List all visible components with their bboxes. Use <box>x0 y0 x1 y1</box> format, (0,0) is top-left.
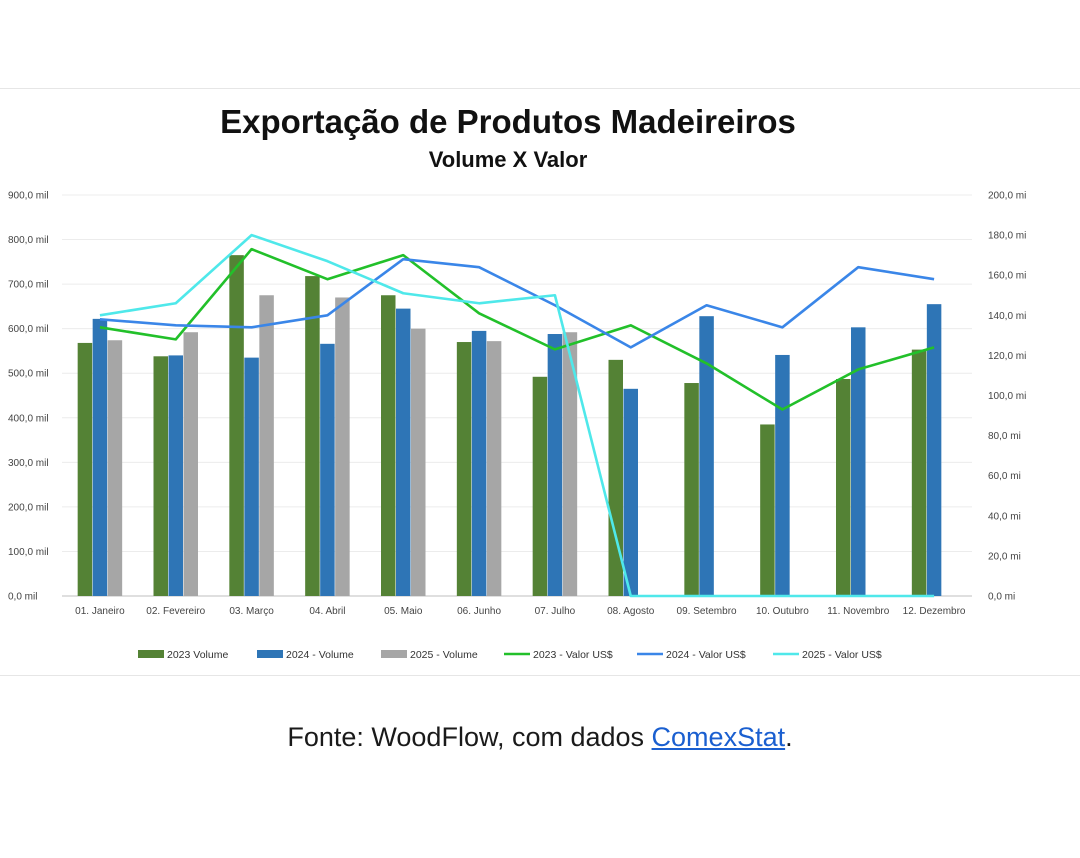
bar-2024-volume <box>92 318 108 596</box>
y-left-tick-label: 600,0 mil <box>8 324 49 335</box>
x-tick-label: 11. Novembro <box>827 606 890 617</box>
bar-2024-volume <box>244 357 259 596</box>
bar-2024-volume <box>547 334 563 596</box>
bar-2023-volume <box>77 342 93 596</box>
bar-2024-volume <box>168 355 183 596</box>
bar-2025-volume <box>183 332 198 596</box>
y-right-tick-label: 80,0 mi <box>988 431 1021 442</box>
bar-2023-volume <box>153 356 168 596</box>
x-tick-label: 07. Julho <box>535 606 576 617</box>
legend-label: 2023 Volume <box>167 649 228 661</box>
legend-label: 2023 - Valor US$ <box>533 649 613 661</box>
y-right-tick-label: 160,0 mi <box>988 271 1026 282</box>
legend-swatch <box>257 650 283 658</box>
bar-2025-volume <box>562 332 578 596</box>
y-right-tick-label: 60,0 mi <box>988 471 1021 482</box>
legend-swatch <box>381 650 407 658</box>
chart-svg: Exportação de Produtos Madeireiros Volum… <box>8 103 1026 661</box>
bar-2025-volume <box>107 340 123 596</box>
y-left-tick-label: 400,0 mil <box>8 413 49 424</box>
y-right-tick-label: 120,0 mi <box>988 351 1026 362</box>
bar-2023-volume <box>684 383 699 596</box>
y-left-tick-label: 100,0 mil <box>8 547 49 558</box>
x-tick-label: 05. Maio <box>384 606 423 617</box>
y-right-tick-label: 200,0 mi <box>988 191 1026 202</box>
y-right-tick-label: 20,0 mi <box>988 551 1021 562</box>
x-tick-label: 02. Fevereiro <box>146 606 205 617</box>
bar-2024-volume <box>396 308 411 596</box>
legend-label: 2025 - Volume <box>410 649 478 661</box>
bar-2024-volume <box>471 330 487 596</box>
y-right-tick-label: 140,0 mi <box>988 311 1026 322</box>
chart-title: Exportação de Produtos Madeireiros <box>220 103 796 140</box>
bar-2023-volume <box>305 276 320 596</box>
y-left-tick-label: 500,0 mil <box>8 369 49 380</box>
x-tick-label: 08. Agosto <box>607 606 655 617</box>
grid-layer <box>62 194 972 597</box>
y-right-tick-label: 40,0 mi <box>988 511 1021 522</box>
x-tick-label: 09. Setembro <box>677 606 737 617</box>
y-right-tick-label: 180,0 mi <box>988 231 1026 242</box>
legend-swatch <box>138 650 164 658</box>
bar-2024-volume <box>320 343 335 596</box>
bar-2023-volume <box>381 295 396 596</box>
chart-subtitle: Volume X Valor <box>429 147 588 172</box>
x-tick-label: 12. Dezembro <box>903 606 966 617</box>
bars-layer <box>77 255 942 596</box>
line-2025-valor-us <box>99 233 935 598</box>
x-tick-label: 04. Abril <box>309 606 345 617</box>
bar-2025-volume <box>259 295 274 596</box>
legend-label: 2025 - Valor US$ <box>802 649 882 661</box>
chart-frame: Exportação de Produtos Madeireiros Volum… <box>0 88 1080 676</box>
bar-2024-volume <box>699 316 714 596</box>
source-caption: Fonte: WoodFlow, com dados ComexStat. <box>0 722 1080 753</box>
y-left-tick-label: 200,0 mil <box>8 502 49 513</box>
y-right-tick-label: 0,0 mi <box>988 592 1015 603</box>
bar-2023-volume <box>760 424 775 596</box>
comexstat-link[interactable]: ComexStat <box>651 722 786 752</box>
bar-2023-volume <box>836 379 851 596</box>
y-right-tick-label: 100,0 mi <box>988 391 1026 402</box>
bar-2023-volume <box>911 349 927 596</box>
caption-prefix: Fonte: WoodFlow, com dados <box>287 722 652 752</box>
bar-2024-volume <box>926 304 942 596</box>
legend-layer: 2023 Volume 2024 - Volume 2025 - Volume 202… <box>138 649 882 661</box>
y-left-tick-label: 300,0 mil <box>8 458 49 469</box>
bar-2025-volume <box>411 328 426 596</box>
x-tick-label: 01. Janeiro <box>75 606 125 617</box>
bar-2024-volume <box>775 354 790 596</box>
bar-2023-volume <box>229 255 244 596</box>
axis-layer: 0,0 mil 100,0 mil 200,0 mil 300,0 mil 400,0 … <box>8 191 1026 618</box>
line-2024-valor-us <box>99 257 935 349</box>
y-left-tick-label: 0,0 mil <box>8 592 37 603</box>
bar-2024-volume <box>851 327 866 596</box>
x-tick-label: 03. Março <box>229 606 274 617</box>
bar-2024-volume <box>623 388 638 596</box>
line-2023-valor-us <box>99 247 935 411</box>
y-left-tick-label: 900,0 mil <box>8 191 49 202</box>
lines-layer <box>99 233 935 598</box>
caption-suffix: . <box>785 722 793 752</box>
y-left-tick-label: 700,0 mil <box>8 280 49 291</box>
y-left-tick-label: 800,0 mil <box>8 235 49 246</box>
legend-label: 2024 - Valor US$ <box>666 649 746 661</box>
x-tick-label: 06. Junho <box>457 606 501 617</box>
x-tick-label: 10. Outubro <box>756 606 809 617</box>
legend-label: 2024 - Volume <box>286 649 354 661</box>
bar-2023-volume <box>532 376 548 596</box>
bar-2023-volume <box>456 342 472 596</box>
bar-2025-volume <box>486 341 502 596</box>
bar-2023-volume <box>608 359 623 596</box>
bar-2025-volume <box>335 297 350 596</box>
